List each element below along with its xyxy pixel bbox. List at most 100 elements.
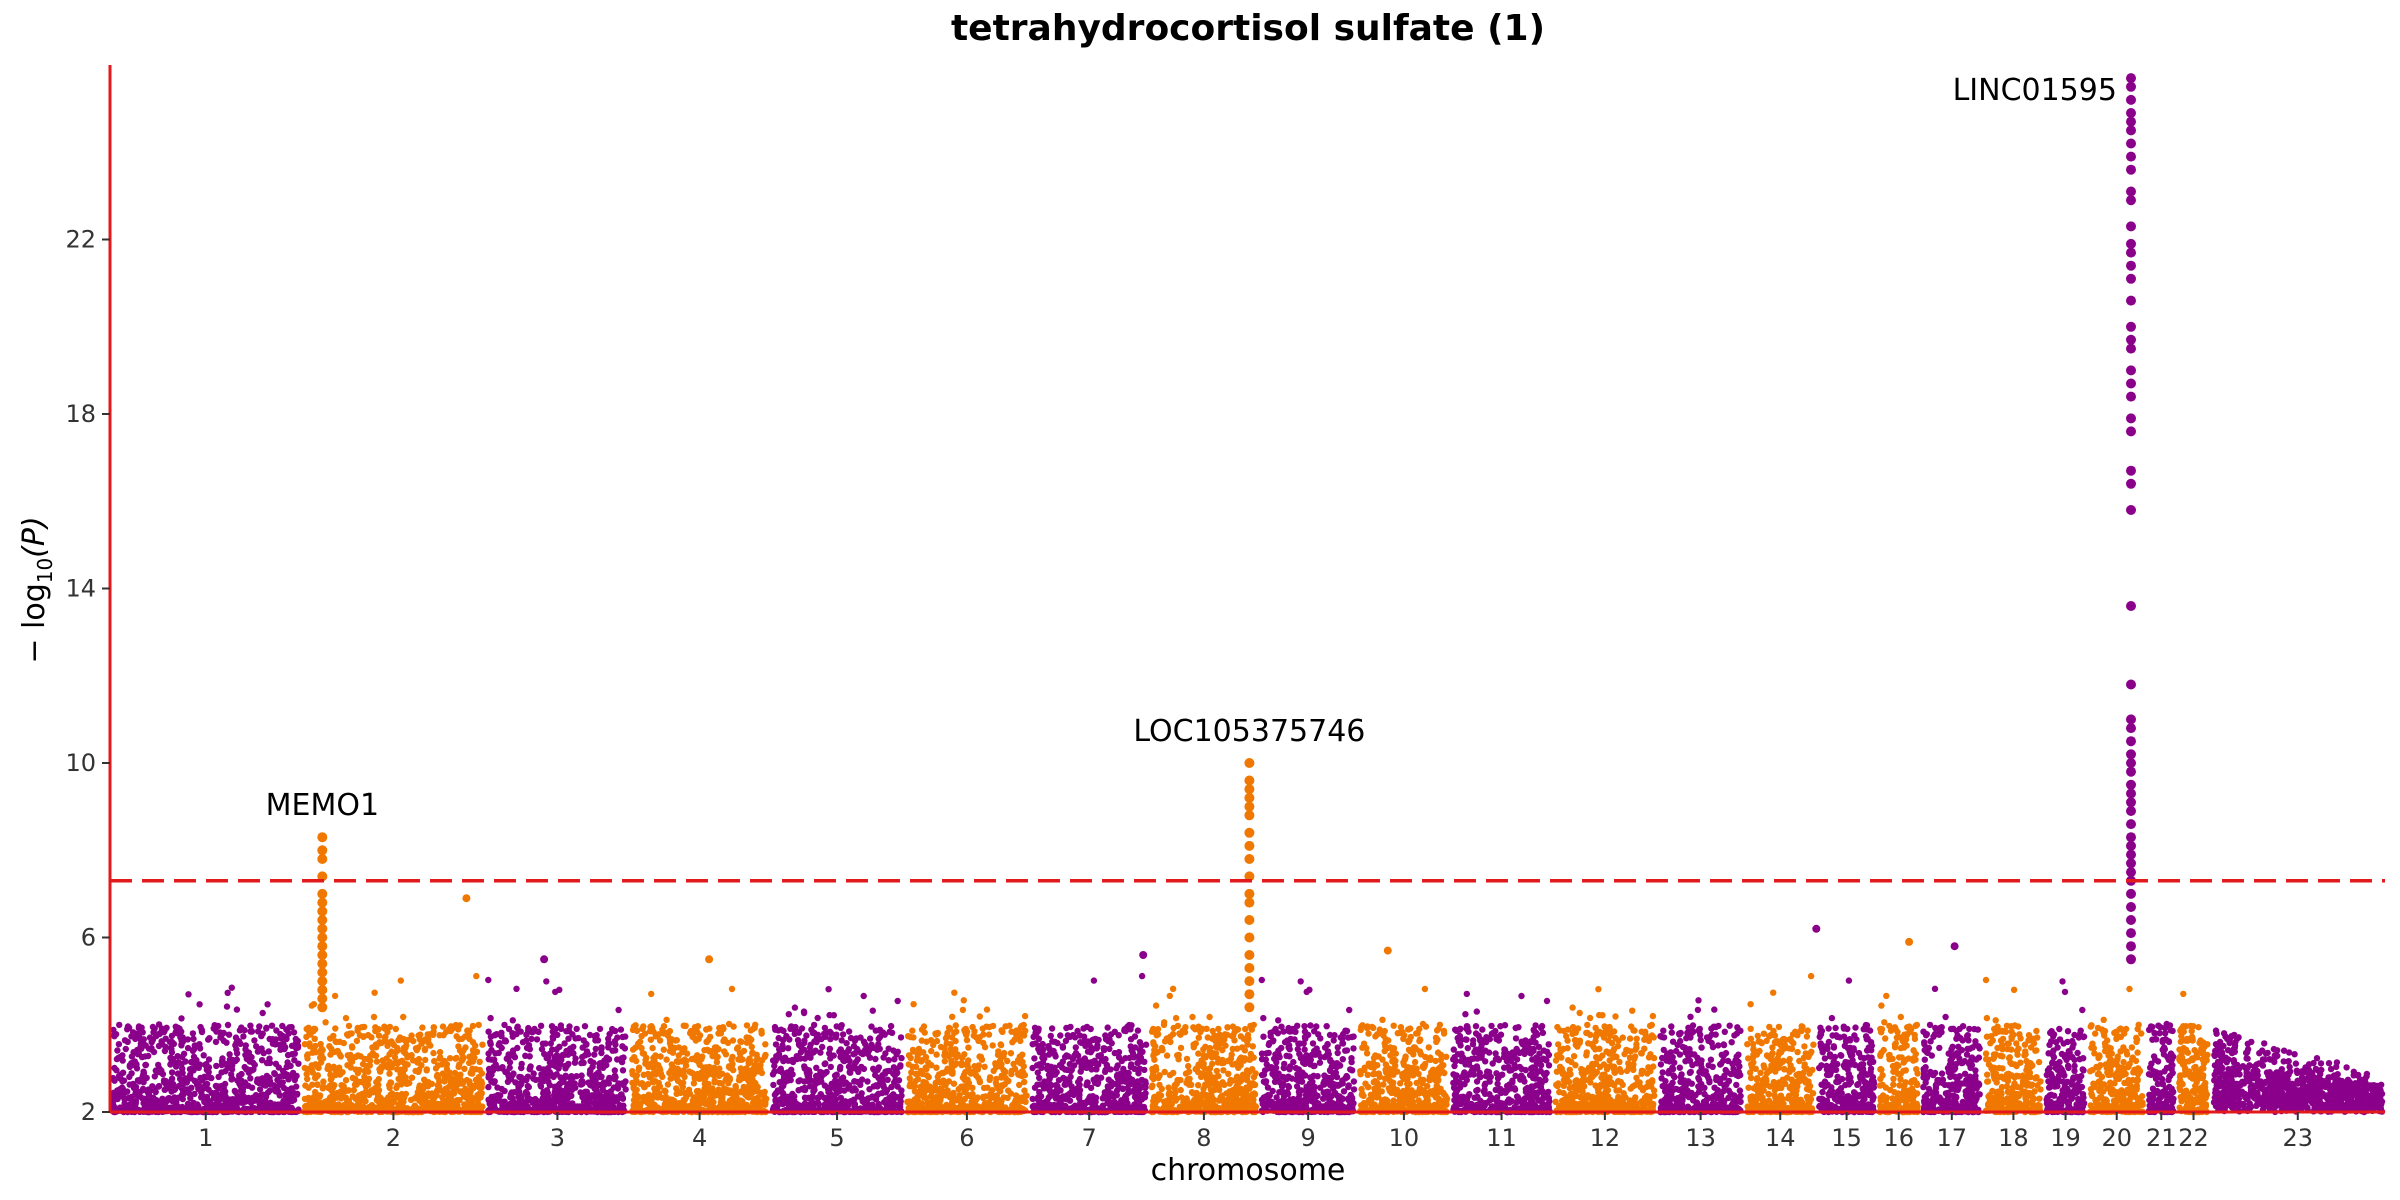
snp-point [648, 1104, 655, 1111]
snp-point [262, 1093, 270, 1101]
snp-point [122, 1089, 129, 1096]
snp-point [392, 1025, 399, 1033]
snp-point [233, 1006, 241, 1013]
snp-point [133, 1091, 140, 1098]
snp-point [502, 1103, 509, 1110]
snp-point [172, 1029, 179, 1037]
snp-point [666, 1035, 673, 1043]
snp-point [941, 1058, 948, 1065]
snp-point [908, 1069, 915, 1076]
snp-point [638, 1032, 645, 1040]
snp-point [964, 1092, 972, 1099]
snp-point [794, 1036, 802, 1044]
snp-point [491, 1093, 498, 1100]
snp-point [187, 1071, 194, 1078]
snp-point [549, 1072, 556, 1079]
snp-point [111, 1077, 118, 1084]
snp-point [276, 1081, 283, 1089]
snp-point [283, 1086, 291, 1094]
snp-point [327, 1071, 334, 1079]
snp-point [111, 1064, 118, 1072]
snp-point [660, 1104, 668, 1112]
snp-point [235, 1038, 243, 1045]
snp-point [561, 1040, 568, 1047]
snp-point [247, 1022, 254, 1029]
snp-point [868, 1023, 875, 1030]
snp-point [485, 976, 492, 984]
snp-point [1094, 1079, 1102, 1086]
snp-point [1103, 1061, 1111, 1069]
snp-point [314, 1081, 321, 1089]
snp-point [441, 1075, 449, 1082]
snp-point [912, 1063, 920, 1071]
snp-point [607, 1088, 614, 1095]
snp-point [356, 1092, 363, 1099]
snp-point [231, 1087, 238, 1095]
snp-point [890, 1100, 897, 1107]
snp-point [739, 1056, 746, 1063]
snp-point [260, 1049, 267, 1057]
snp-point [351, 1081, 359, 1088]
snp-point [836, 1066, 844, 1073]
snp-point [1008, 1070, 1015, 1078]
snp-point [875, 1035, 882, 1043]
snp-point [991, 1094, 998, 1101]
snp-point [897, 1034, 905, 1041]
snp-point [505, 1025, 513, 1033]
snp-point [275, 1089, 282, 1096]
snp-point [1066, 1078, 1073, 1086]
snp-point [774, 1102, 781, 1110]
snp-point [850, 1051, 857, 1058]
snp-point [485, 1096, 492, 1104]
snp-point [409, 1105, 417, 1112]
snp-point [453, 1077, 460, 1085]
snp-point [491, 1078, 498, 1085]
snp-point [836, 1081, 843, 1088]
snp-point [559, 1097, 566, 1105]
snp-point [1063, 1024, 1070, 1032]
snp-point [126, 1062, 133, 1069]
snp-point [330, 1101, 337, 1108]
snp-point [510, 1070, 517, 1077]
snp-point [737, 1097, 745, 1104]
snp-point [381, 1061, 388, 1068]
snp-point [1031, 1024, 1039, 1032]
snp-point [538, 1102, 545, 1109]
snp-point [990, 1067, 997, 1075]
snp-point [511, 1054, 519, 1061]
snp-point [911, 1082, 918, 1090]
snp-point [138, 1045, 145, 1052]
snp-point [621, 1045, 629, 1052]
snp-point [883, 1087, 891, 1094]
snp-point [156, 1065, 163, 1072]
snp-point [256, 1023, 263, 1030]
snp-point [617, 1091, 624, 1099]
snp-point [223, 1003, 231, 1010]
snp-point [123, 1103, 130, 1110]
snp-point [308, 1002, 315, 1009]
snp-point [737, 1065, 744, 1072]
snp-point [398, 1076, 406, 1083]
snp-point [238, 1024, 245, 1031]
snp-point [202, 1099, 210, 1107]
snp-point [777, 1097, 785, 1105]
snp-point [981, 1063, 988, 1071]
snp-point [254, 1028, 262, 1035]
snp-point [614, 1082, 622, 1089]
snp-point [375, 1026, 382, 1033]
snp-point [630, 1104, 638, 1111]
snp-point [813, 1064, 820, 1072]
snp-point [145, 1103, 153, 1110]
snp-point [525, 1044, 532, 1051]
snp-point [501, 1087, 508, 1095]
snp-point [910, 1001, 917, 1008]
snp-point [887, 1022, 895, 1030]
snp-point [939, 1069, 947, 1077]
snp-point [1095, 1052, 1102, 1060]
snp-point [248, 1027, 255, 1035]
snp-point [293, 1091, 301, 1098]
snp-point [448, 1026, 455, 1033]
snp-point [652, 1071, 659, 1078]
snp-point [363, 1062, 370, 1070]
snp-point [1108, 1092, 1115, 1100]
